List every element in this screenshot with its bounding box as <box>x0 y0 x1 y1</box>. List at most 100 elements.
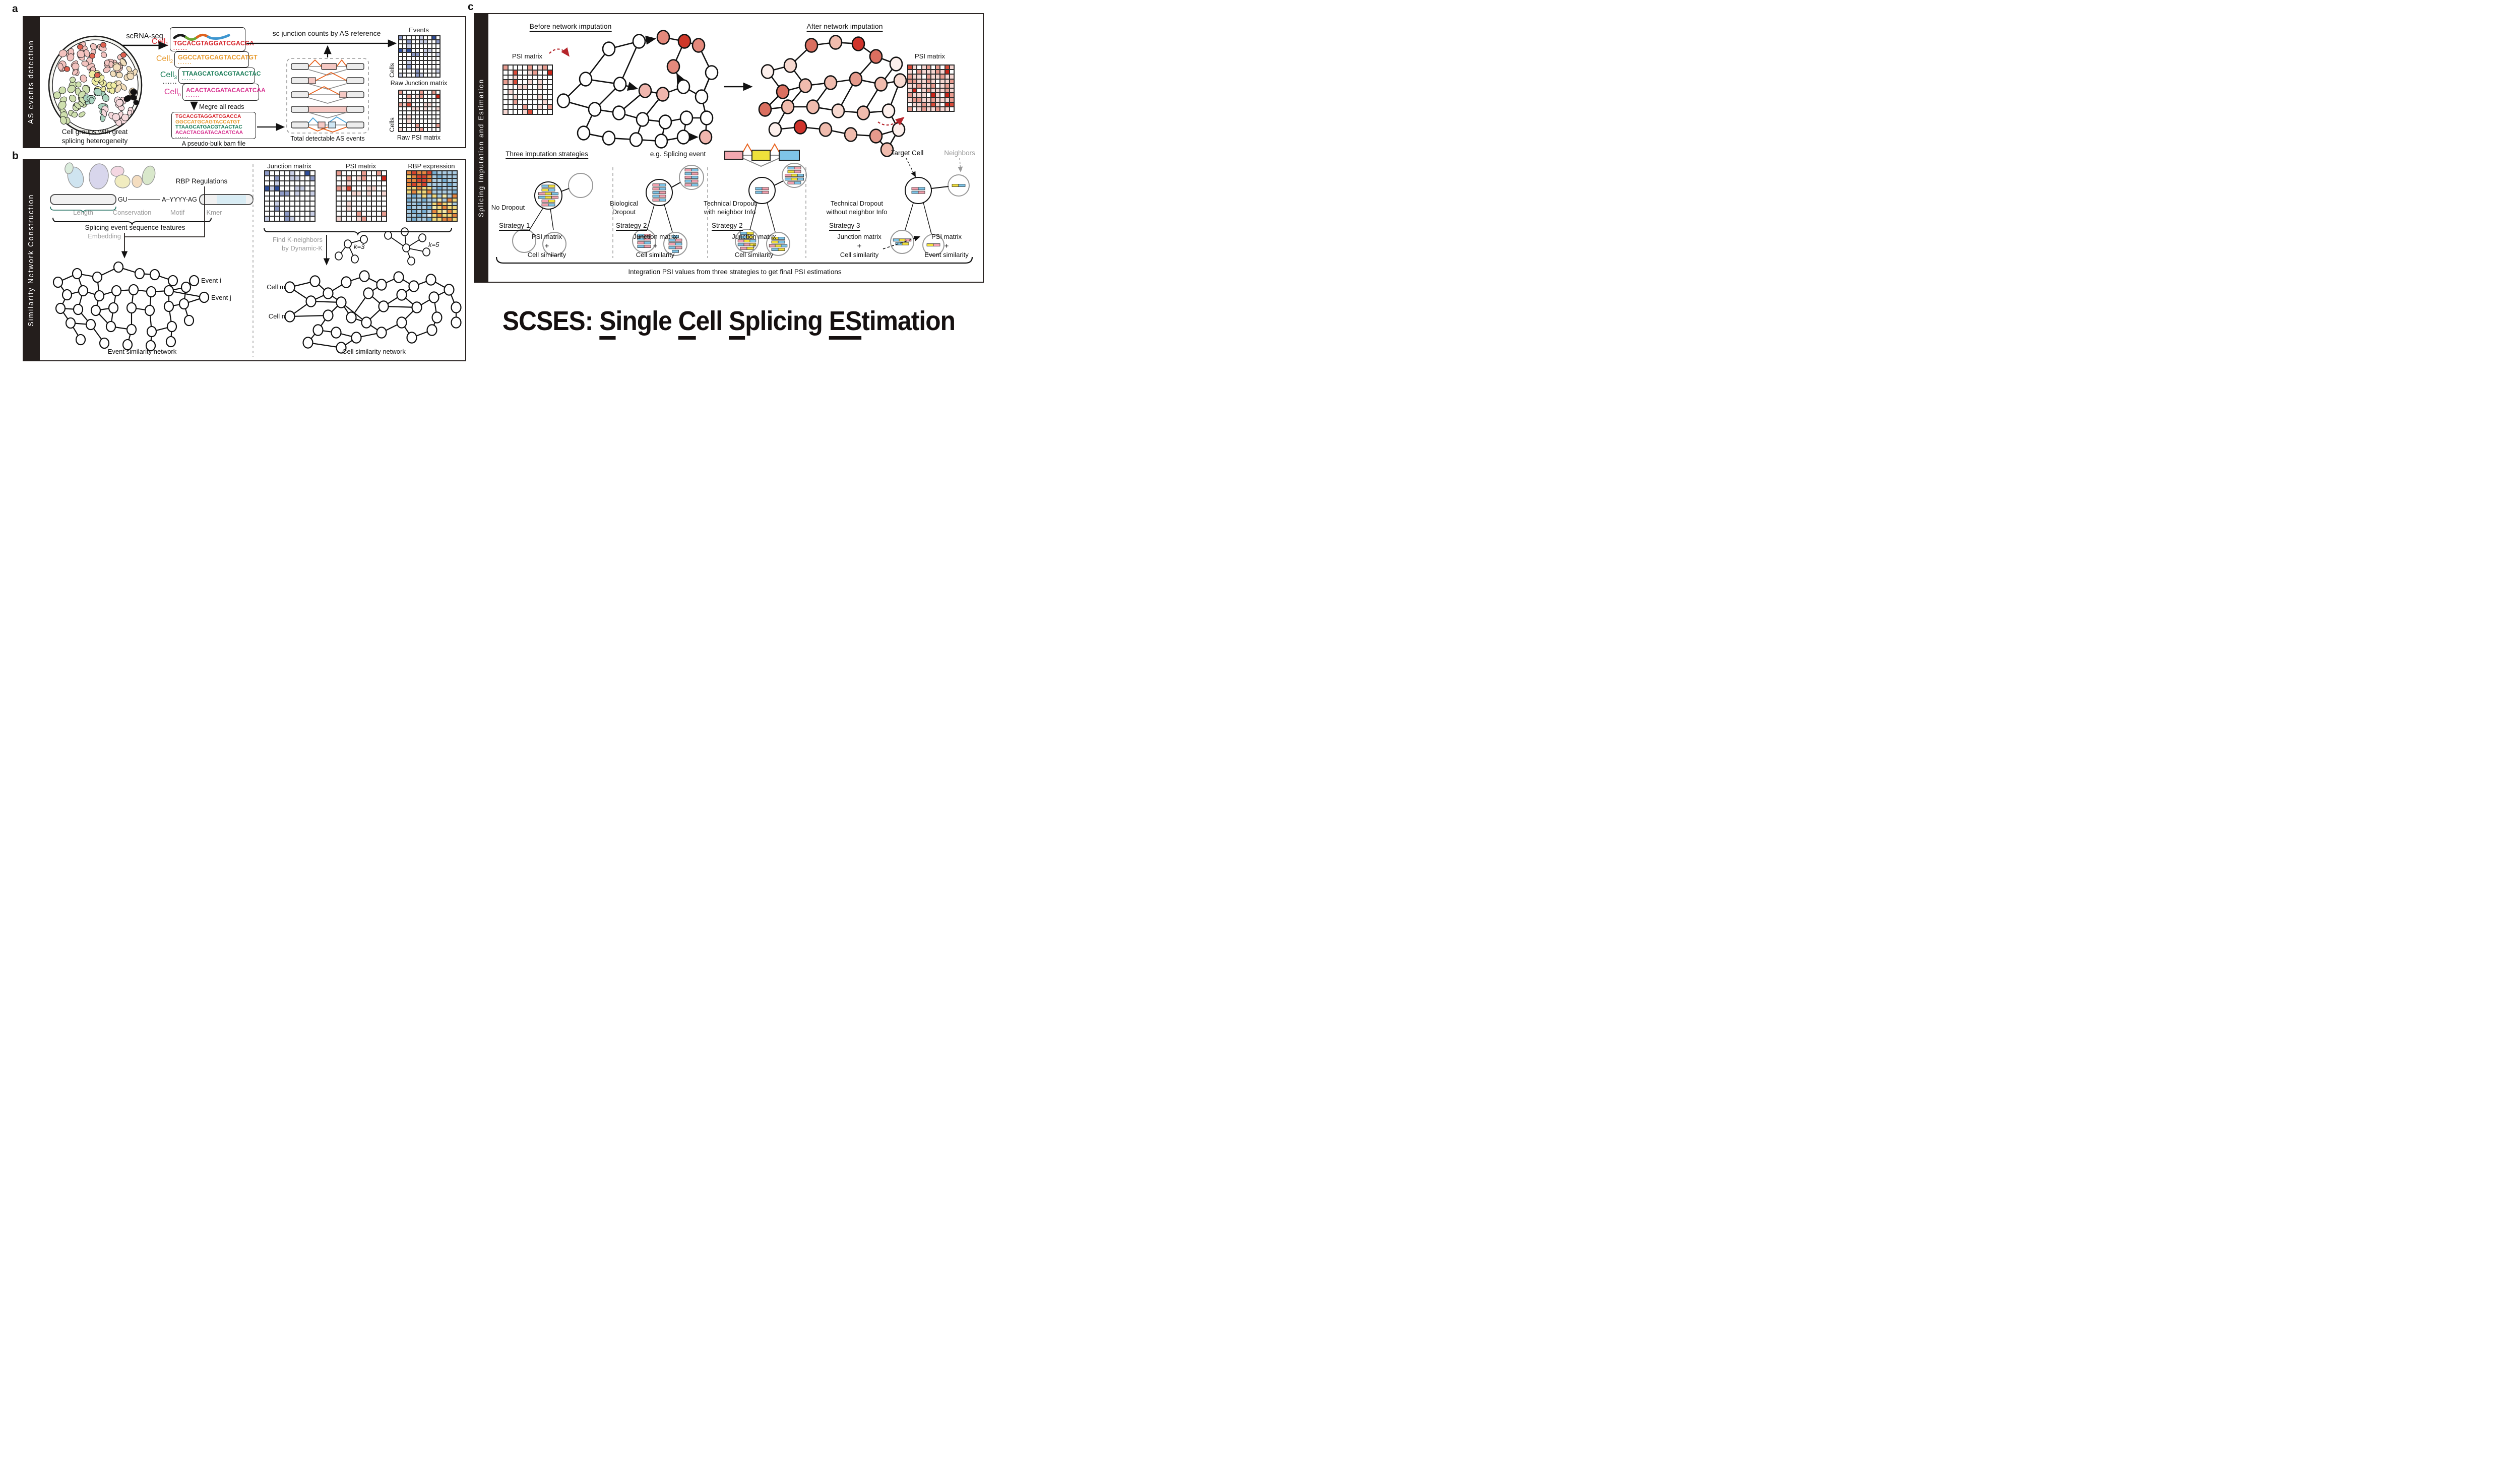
matrix-cell <box>908 102 913 107</box>
splicing-event-label: e.g. Splicing event <box>650 150 706 158</box>
network-edge <box>292 303 308 315</box>
matrix-cell <box>527 75 533 80</box>
matrix-cell <box>442 217 447 221</box>
matrix-cell <box>371 191 376 196</box>
read-bar-segment <box>952 184 959 187</box>
network-node <box>700 110 714 125</box>
network-node <box>831 103 845 118</box>
network-node <box>856 105 870 120</box>
matrix-cell <box>452 194 457 198</box>
matrix-cell <box>532 109 538 114</box>
matrix-cell <box>407 98 411 103</box>
matrix-cell <box>435 48 440 52</box>
matrix-cell <box>382 216 387 221</box>
matrix-cell <box>412 217 417 221</box>
matrix-cell <box>285 201 290 206</box>
network-node <box>869 128 883 144</box>
matrix-cell <box>265 196 270 201</box>
matrix-cell <box>917 65 922 70</box>
network-node <box>602 41 616 56</box>
matrix-cell <box>447 171 452 175</box>
matrix-cell <box>415 56 419 61</box>
matrix-cell <box>435 115 440 119</box>
network-edge <box>890 85 899 107</box>
matrix-cell <box>310 181 315 186</box>
read-bar-segment <box>538 196 545 199</box>
matrix-cell <box>513 99 518 105</box>
title-part: ell <box>696 306 729 336</box>
network-edge <box>97 312 109 325</box>
matrix-cell <box>435 98 440 103</box>
matrix-cell <box>265 171 270 176</box>
network-edge <box>793 48 808 63</box>
matrix-cell <box>399 119 403 123</box>
network-edge <box>840 83 854 107</box>
merge-reads-label: Megre all reads <box>199 103 244 110</box>
matrix-cell <box>415 69 419 73</box>
network-edge <box>92 327 103 341</box>
matrix-cell <box>265 191 270 196</box>
matrix-cell <box>366 201 371 206</box>
matrix-cell <box>285 206 290 211</box>
matrix-cell <box>417 194 422 198</box>
matrix-cell <box>407 119 411 123</box>
matrix-cell <box>417 182 422 186</box>
cell-pebble <box>57 62 64 71</box>
network-edge <box>641 139 657 142</box>
matrix-cell <box>422 206 427 210</box>
cell-pebble <box>67 85 76 93</box>
matrix-cell <box>537 80 543 85</box>
matrix-cell <box>351 216 356 221</box>
matrix-cell <box>411 106 415 111</box>
s3-neighbor-b2 <box>766 232 790 256</box>
matrix-cell <box>351 181 356 186</box>
rbp-expression-matrix <box>406 170 458 222</box>
matrix-cell <box>912 65 917 70</box>
matrix-cell <box>275 216 280 221</box>
matrix-cell <box>419 48 424 52</box>
title-part: timation <box>861 306 956 336</box>
network-node <box>829 35 843 50</box>
matrix-cell <box>403 69 407 73</box>
panel-b-sidebar: Similarity Network Construction <box>23 159 40 361</box>
matrix-cell <box>351 201 356 206</box>
matrix-cell <box>295 211 300 216</box>
network-node <box>632 34 646 49</box>
matrix-cell <box>376 206 382 211</box>
matrix-cell <box>305 171 310 176</box>
matrix-cell <box>940 97 945 102</box>
matrix-cell <box>935 74 940 79</box>
integration-caption: Integration PSI values from three strate… <box>628 268 842 276</box>
matrix-cell <box>537 85 543 90</box>
matrix-cell <box>422 202 427 206</box>
matrix-cell <box>926 102 931 107</box>
matrix-cell <box>431 115 436 119</box>
network-edge <box>860 79 876 84</box>
matrix-cell <box>437 178 442 183</box>
matrix-cell <box>527 65 533 70</box>
matrix-cell <box>944 106 950 111</box>
panel-a-sidebar: AS events detection <box>23 16 40 148</box>
matrix-cell <box>940 79 945 84</box>
matrix-cell <box>917 83 922 88</box>
matrix-cell <box>527 99 533 105</box>
network-edge <box>314 301 338 303</box>
matrix-cell <box>290 196 295 201</box>
matrix-cell <box>422 190 427 195</box>
read-bar-segment <box>775 244 782 247</box>
network-node <box>61 289 73 301</box>
network-node <box>889 56 903 72</box>
matrix-cell <box>537 65 543 70</box>
matrix-cell <box>403 110 407 115</box>
matrix-cell <box>542 85 548 90</box>
read-bar-segment <box>652 183 660 187</box>
matrix-cell <box>912 83 917 88</box>
event-i-label: Event i <box>201 277 221 284</box>
matrix-cell <box>412 182 417 186</box>
matrix-cell <box>336 176 341 181</box>
network-edge <box>419 298 431 306</box>
network-edge <box>172 291 201 297</box>
matrix-cell <box>356 196 361 201</box>
matrix-cell <box>427 40 432 44</box>
matrix-cell <box>300 181 305 186</box>
